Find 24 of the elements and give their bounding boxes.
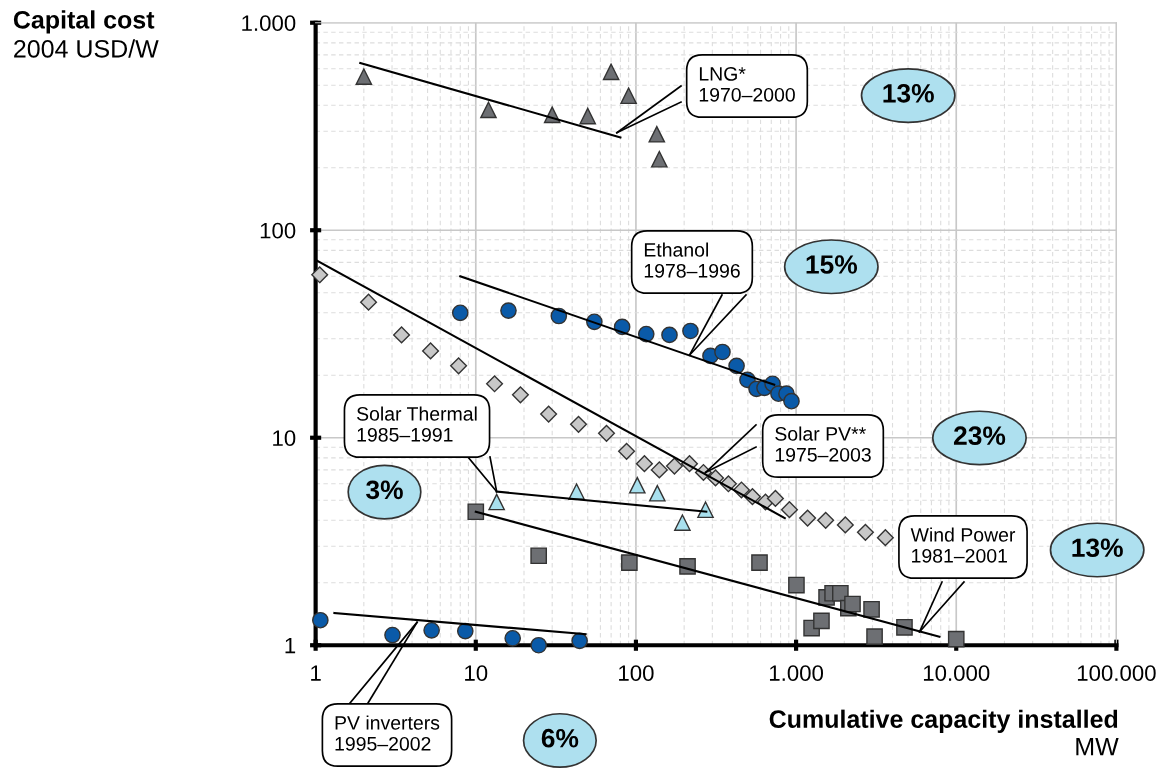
annotation: Solar PV** 1975–2003 — [775, 426, 871, 462]
y-tick-label: 10 — [273, 430, 296, 446]
annotation: PV inverters 1995–2002 — [335, 715, 440, 751]
x-tick-label: 1.000 — [769, 665, 824, 681]
annotation: 3% — [366, 480, 403, 500]
x-tick-label: 100.000 — [1077, 665, 1156, 681]
x-tick-label: 100 — [619, 665, 654, 681]
annotation: 15% — [806, 255, 858, 274]
text: 6% — [541, 728, 579, 748]
y-tick-label: 1 — [285, 638, 296, 654]
annotation: Ethanol 1978–1996 — [644, 242, 740, 278]
x-tick-label: 10 — [465, 665, 488, 681]
x-tick-label: 10.000 — [923, 665, 990, 681]
y-tick-label: 100 — [260, 222, 296, 239]
annotation: Wind Power 1981–2001 — [910, 527, 1016, 563]
annotation: 23% — [953, 426, 1006, 446]
y-axis-title: Capital cost 2004 USD/W — [13, 10, 159, 58]
y-tick-label: 1.000 — [242, 15, 296, 32]
x-tick-label: 1 — [311, 665, 321, 681]
annotation: 13% — [1072, 538, 1123, 558]
x-axis-title: Cumulative capacity installed MW — [769, 709, 1119, 756]
annotation: 13% — [883, 83, 934, 103]
annotation: Solar Thermal 1985–1991 — [357, 406, 477, 442]
annotation: LNG* 1970–2000 — [699, 66, 795, 102]
